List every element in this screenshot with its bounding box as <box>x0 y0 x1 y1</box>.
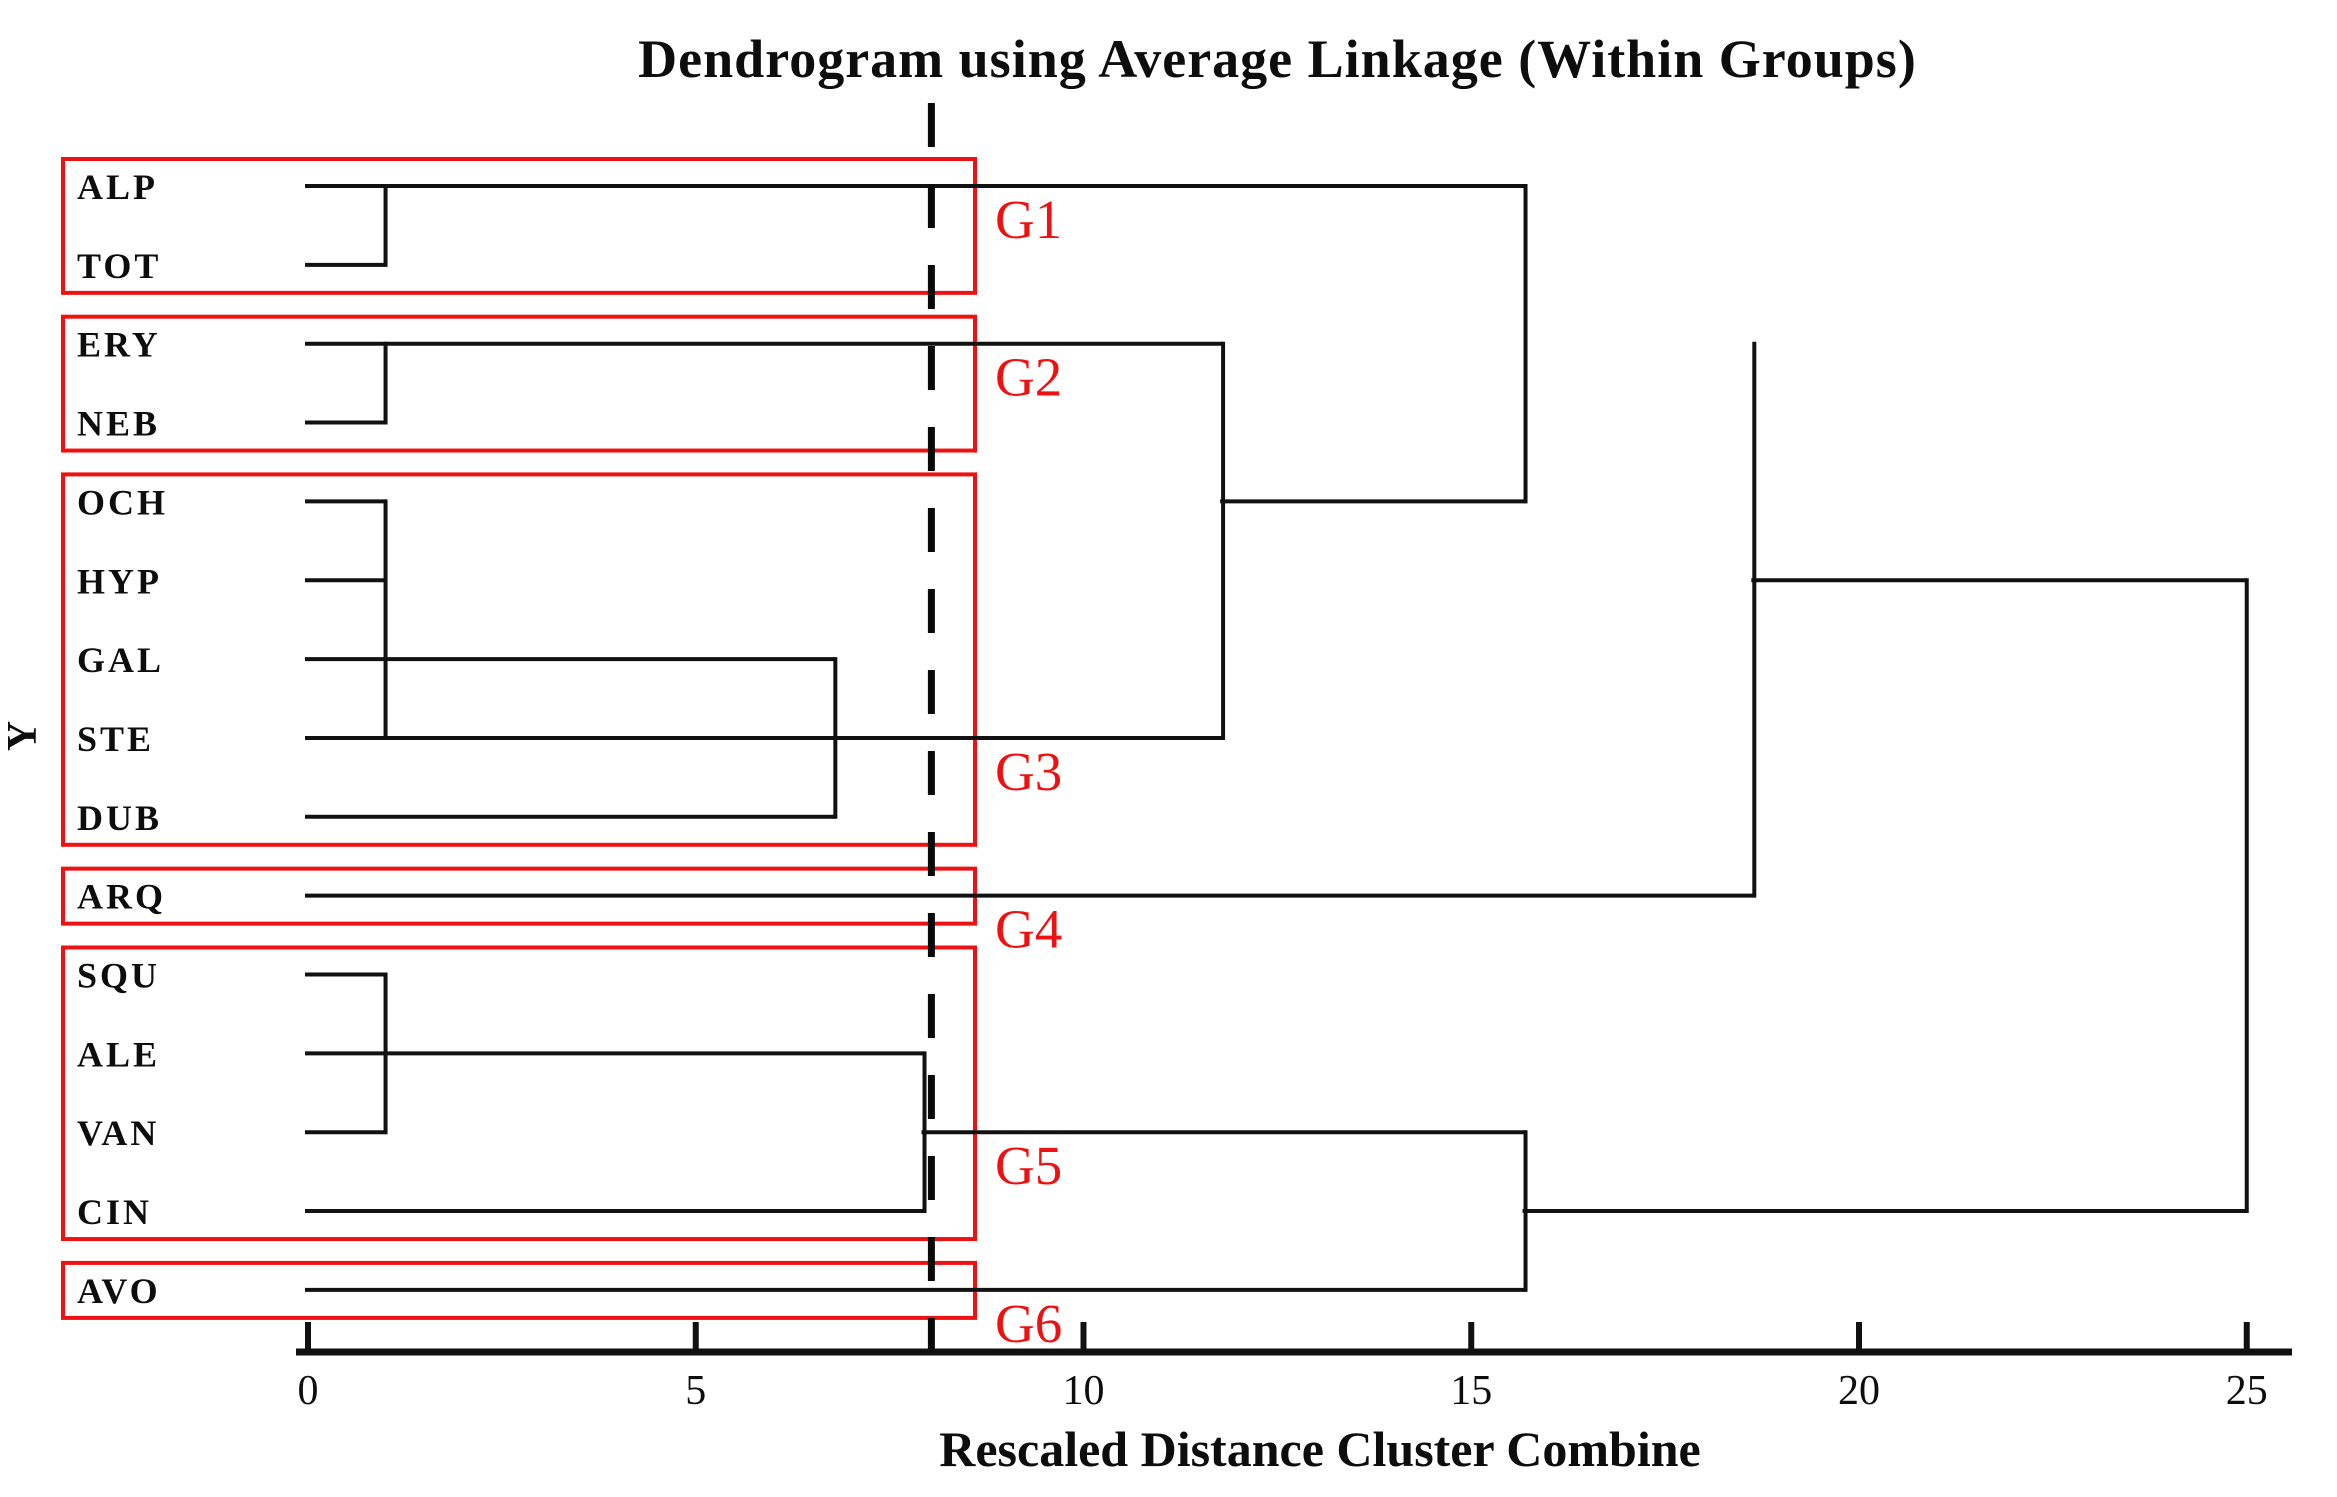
leaf-label-ste: STE <box>77 719 154 759</box>
leaf-label-ery: ERY <box>77 325 161 365</box>
leaf-label-hyp: HYP <box>77 561 162 601</box>
leaf-label-arq: ARQ <box>77 877 166 917</box>
leaf-label-ale: ALE <box>77 1034 160 1074</box>
leaf-label-alp: ALP <box>77 167 158 207</box>
group-label-g3: G3 <box>995 741 1062 802</box>
x-axis-tick-label: 5 <box>685 1368 706 1414</box>
chart-title: Dendrogram using Average Linkage (Within… <box>638 29 1917 89</box>
leaf-label-avo: AVO <box>77 1271 161 1311</box>
x-axis-tick-label: 20 <box>1838 1368 1880 1414</box>
group-label-g2: G2 <box>995 347 1062 408</box>
group-box-g1 <box>61 157 977 295</box>
x-axis-tick-label: 15 <box>1450 1368 1492 1414</box>
x-axis-tick-label: 10 <box>1063 1368 1105 1414</box>
group-label-g4: G4 <box>995 899 1062 960</box>
leaf-label-tot: TOT <box>77 246 161 286</box>
leaf-label-cin: CIN <box>77 1192 152 1232</box>
leaf-label-van: VAN <box>77 1113 159 1153</box>
leaf-label-gal: GAL <box>77 640 164 680</box>
leaf-label-dub: DUB <box>77 798 162 838</box>
x-axis-tick-label: 25 <box>2226 1368 2268 1414</box>
x-axis-tick-label: 0 <box>298 1368 319 1414</box>
group-box-g5 <box>61 945 977 1242</box>
group-label-g1: G1 <box>995 189 1062 250</box>
leaf-label-och: OCH <box>77 482 168 522</box>
x-axis-label: Rescaled Distance Cluster Combine <box>939 1421 1701 1477</box>
group-box-g2 <box>61 314 977 453</box>
group-label-g6: G6 <box>995 1293 1062 1354</box>
group-label-g5: G5 <box>995 1135 1062 1196</box>
leaf-label-squ: SQU <box>77 956 160 996</box>
leaf-label-neb: NEB <box>77 404 160 444</box>
group-box-g3 <box>61 472 977 847</box>
